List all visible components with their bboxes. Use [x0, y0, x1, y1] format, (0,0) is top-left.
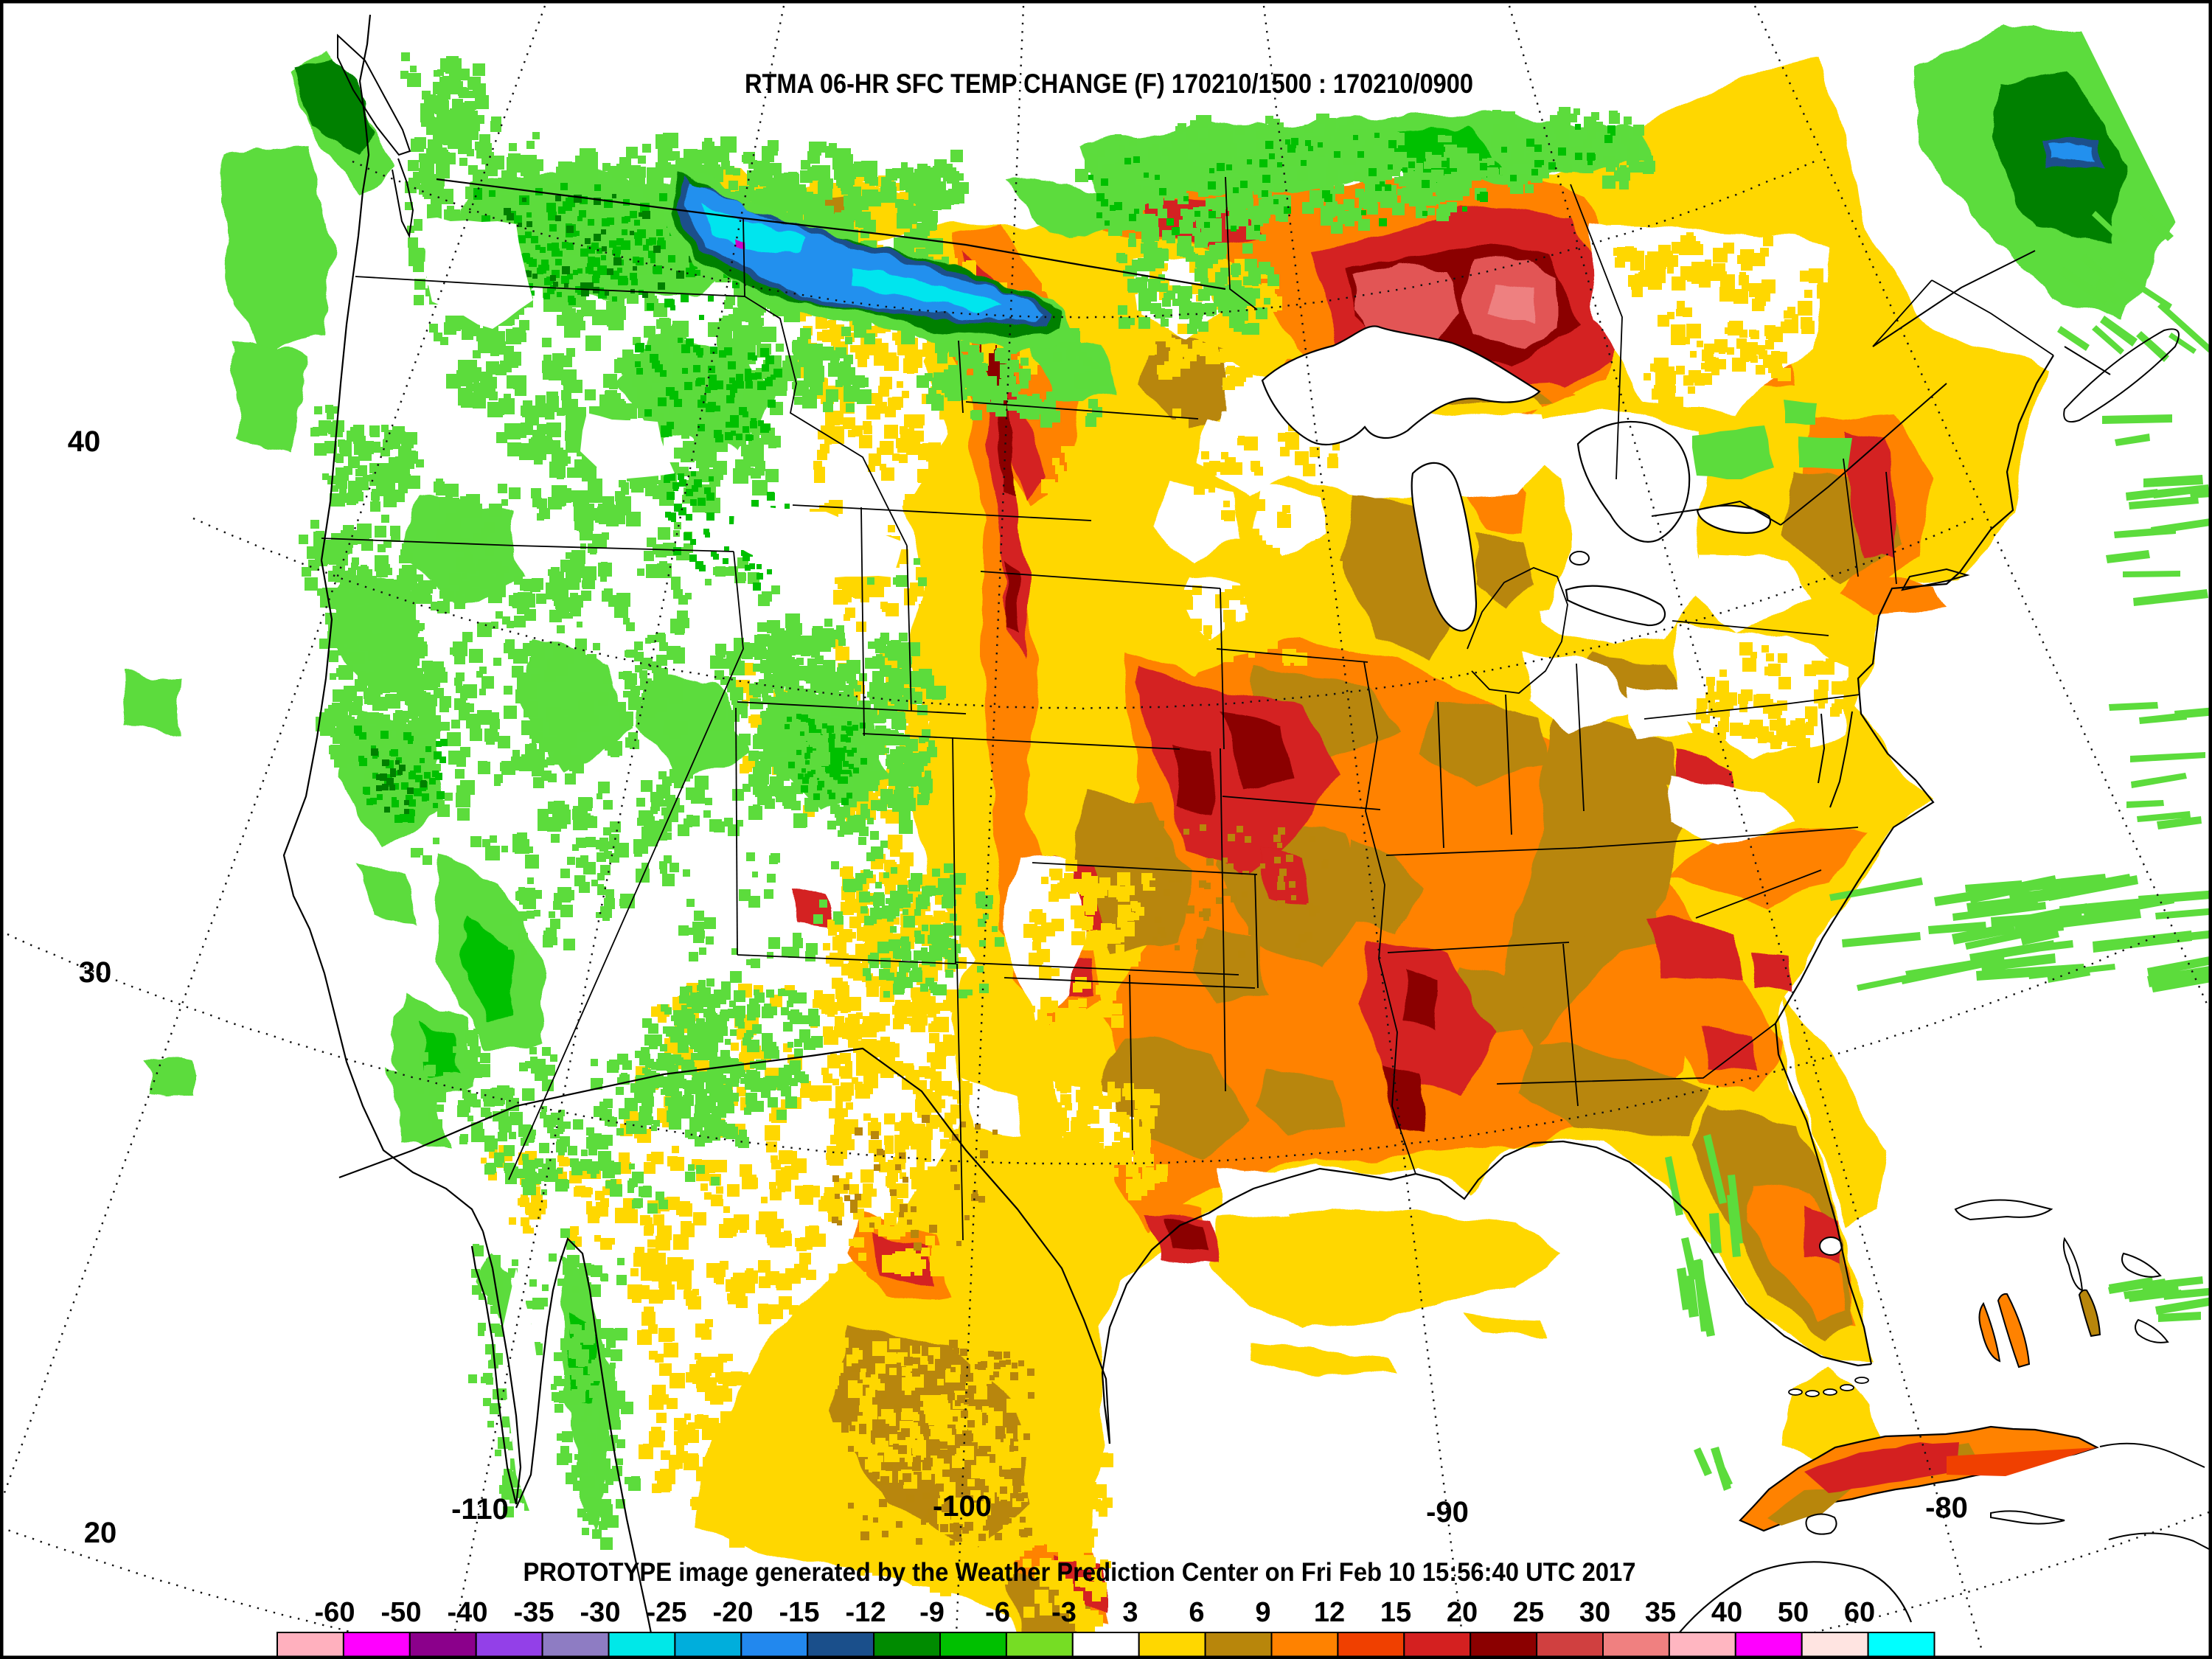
svg-text:30: 30	[79, 956, 112, 989]
svg-text:-35: -35	[514, 1597, 554, 1628]
svg-text:-110: -110	[451, 1493, 509, 1526]
svg-text:40: 40	[68, 425, 101, 458]
svg-text:-6: -6	[985, 1597, 1010, 1628]
svg-text:-12: -12	[846, 1597, 886, 1628]
svg-text:-9: -9	[919, 1597, 945, 1628]
svg-text:25: 25	[1513, 1597, 1544, 1628]
svg-text:-30: -30	[580, 1597, 621, 1628]
svg-text:-80: -80	[1925, 1492, 1968, 1524]
svg-text:12: 12	[1314, 1597, 1345, 1628]
svg-text:40: 40	[1711, 1597, 1742, 1628]
svg-text:PROTOTYPE image generated by t: PROTOTYPE image generated by the Weather…	[524, 1558, 1636, 1587]
svg-text:15: 15	[1380, 1597, 1411, 1628]
svg-text:-50: -50	[381, 1597, 422, 1628]
svg-text:60: 60	[1844, 1597, 1875, 1628]
svg-text:-3: -3	[1051, 1597, 1077, 1628]
svg-text:-15: -15	[779, 1597, 820, 1628]
svg-text:-25: -25	[647, 1597, 687, 1628]
svg-text:-90: -90	[1426, 1496, 1469, 1528]
svg-text:35: 35	[1645, 1597, 1676, 1628]
svg-text:20: 20	[84, 1517, 117, 1549]
svg-text:20: 20	[1447, 1597, 1478, 1628]
svg-text:30: 30	[1579, 1597, 1610, 1628]
svg-text:6: 6	[1189, 1597, 1204, 1628]
svg-text:-100: -100	[933, 1490, 992, 1523]
svg-text:-40: -40	[448, 1597, 488, 1628]
svg-text:-20: -20	[713, 1597, 754, 1628]
svg-text:3: 3	[1122, 1597, 1138, 1628]
svg-text:9: 9	[1255, 1597, 1270, 1628]
svg-text:50: 50	[1778, 1597, 1809, 1628]
svg-text:-60: -60	[315, 1597, 355, 1628]
svg-text:RTMA 06-HR SFC TEMP CHANGE (F): RTMA 06-HR SFC TEMP CHANGE (F) 170210/15…	[745, 69, 1473, 99]
